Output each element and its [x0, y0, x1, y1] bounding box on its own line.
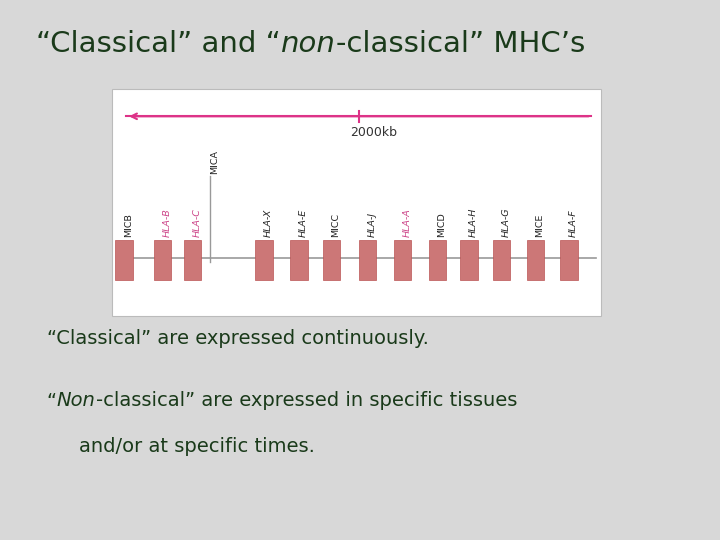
Text: HLA-E: HLA-E	[299, 208, 308, 237]
Bar	[560, 240, 577, 280]
Bar	[526, 240, 544, 280]
Bar	[394, 240, 411, 280]
Text: MICD: MICD	[437, 212, 446, 237]
Bar	[255, 240, 273, 280]
Bar	[359, 240, 376, 280]
Text: MICE: MICE	[535, 213, 544, 237]
Text: HLA-X: HLA-X	[264, 208, 273, 237]
Text: “Classical” and “: “Classical” and “	[36, 30, 281, 58]
Text: “: “	[47, 392, 57, 410]
Bar	[112, 89, 601, 316]
Text: HLA-F: HLA-F	[569, 209, 578, 237]
Bar	[184, 240, 201, 280]
Bar	[153, 240, 171, 280]
Text: MICC: MICC	[331, 213, 341, 237]
Bar	[492, 240, 510, 280]
Text: -classical” MHC’s: -classical” MHC’s	[336, 30, 585, 58]
Text: HLA-J: HLA-J	[367, 212, 377, 237]
Text: MICA: MICA	[210, 150, 220, 173]
Text: -classical” are expressed in specific tissues: -classical” are expressed in specific ti…	[96, 392, 517, 410]
Bar	[460, 240, 477, 280]
Text: non: non	[281, 30, 336, 58]
Text: HLA-B: HLA-B	[163, 208, 171, 237]
Text: HLA-H: HLA-H	[469, 207, 478, 237]
Bar	[323, 240, 340, 280]
Text: Non: Non	[57, 392, 96, 410]
Text: 2000kb: 2000kb	[350, 126, 397, 139]
Text: “Classical” are expressed continuously.: “Classical” are expressed continuously.	[47, 329, 428, 348]
Text: and/or at specific times.: and/or at specific times.	[79, 437, 315, 456]
Bar	[115, 240, 132, 280]
Bar	[428, 240, 446, 280]
Bar	[290, 240, 307, 280]
Text: HLA-C: HLA-C	[192, 208, 202, 237]
Text: HLA-G: HLA-G	[501, 207, 510, 237]
Text: HLA-A: HLA-A	[402, 208, 411, 237]
Text: MICB: MICB	[124, 213, 133, 237]
